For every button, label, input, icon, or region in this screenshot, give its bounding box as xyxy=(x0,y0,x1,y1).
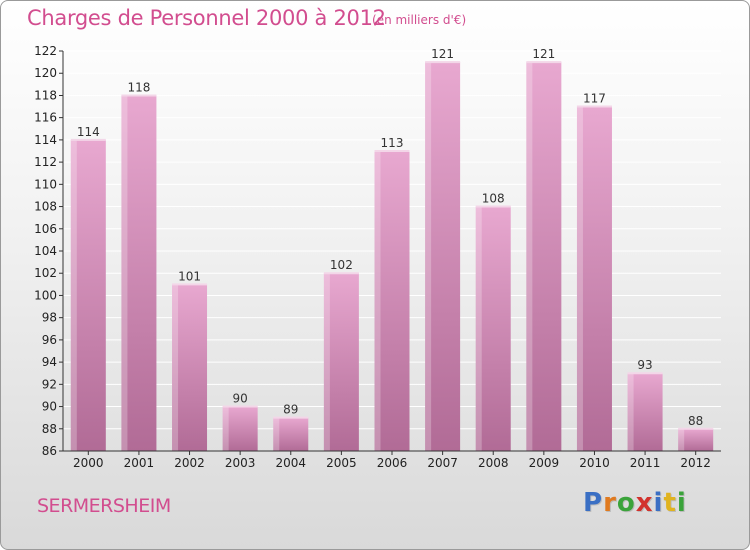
bar-highlight xyxy=(121,95,128,451)
bar-highlight xyxy=(222,406,229,451)
chart-subtitle: (en milliers d'€) xyxy=(372,13,467,27)
y-tick-label: 114 xyxy=(34,133,57,147)
logo-letter: o xyxy=(616,488,636,518)
bar xyxy=(121,95,157,451)
data-label: 118 xyxy=(127,80,150,94)
bar xyxy=(323,273,359,451)
x-tick-label: 2005 xyxy=(326,456,357,470)
data-label: 121 xyxy=(431,47,454,61)
bar-highlight xyxy=(273,417,280,451)
y-tick-label: 102 xyxy=(34,266,57,280)
bar-highlight xyxy=(323,273,330,451)
y-tick-label: 94 xyxy=(42,355,57,369)
y-tick-label: 88 xyxy=(42,422,57,436)
y-tick-label: 92 xyxy=(42,377,57,391)
logo-letter: t xyxy=(663,488,677,518)
y-tick-label: 106 xyxy=(34,222,57,236)
x-tick-label: 2011 xyxy=(630,456,661,470)
x-tick-label: 2000 xyxy=(73,456,104,470)
bar xyxy=(222,406,258,451)
bar-highlight xyxy=(627,373,634,451)
bar xyxy=(526,62,562,451)
logo-letter: x xyxy=(635,488,654,518)
x-tick-label: 2006 xyxy=(377,456,408,470)
bar-highlight xyxy=(475,206,482,451)
data-label: 93 xyxy=(637,358,652,372)
data-label: 88 xyxy=(688,414,703,428)
bar xyxy=(627,373,663,451)
bar xyxy=(678,428,714,451)
y-tick-label: 86 xyxy=(42,444,57,458)
bar-highlight xyxy=(678,428,685,451)
y-tick-label: 108 xyxy=(34,200,57,214)
y-tick-label: 120 xyxy=(34,66,57,80)
data-label: 108 xyxy=(482,192,505,206)
x-tick-label: 2001 xyxy=(124,456,155,470)
bar xyxy=(70,139,106,451)
bar-highlight xyxy=(526,62,533,451)
data-label: 89 xyxy=(283,403,298,417)
data-label: 90 xyxy=(233,392,248,406)
bar xyxy=(374,151,410,451)
bar-highlight xyxy=(576,106,583,452)
bar-highlight xyxy=(172,284,179,451)
bar-highlight xyxy=(70,139,77,451)
x-tick-label: 2009 xyxy=(529,456,560,470)
chart-title: Charges de Personnel 2000 à 2012 xyxy=(27,6,386,30)
x-tick-label: 2008 xyxy=(478,456,509,470)
x-tick-label: 2003 xyxy=(225,456,256,470)
y-tick-label: 118 xyxy=(34,88,57,102)
logo-letter: i xyxy=(676,488,687,518)
bar-highlight xyxy=(425,62,432,451)
y-tick-label: 122 xyxy=(34,44,57,58)
x-tick-label: 2007 xyxy=(427,456,458,470)
x-tick-label: 2010 xyxy=(579,456,610,470)
data-label: 117 xyxy=(583,92,606,106)
logo-letter: r xyxy=(603,488,617,518)
y-tick-label: 98 xyxy=(42,311,57,325)
x-tick-label: 2002 xyxy=(174,456,205,470)
bar-highlight xyxy=(374,151,381,451)
data-label: 121 xyxy=(532,47,555,61)
x-tick-label: 2012 xyxy=(680,456,711,470)
logo-letter: P xyxy=(583,488,604,518)
data-label: 101 xyxy=(178,269,201,283)
y-tick-label: 112 xyxy=(34,155,57,169)
logo-letter: i xyxy=(653,488,664,518)
data-label: 102 xyxy=(330,258,353,272)
y-tick-label: 116 xyxy=(34,111,57,125)
data-label: 113 xyxy=(381,136,404,150)
bar xyxy=(273,417,309,451)
y-tick-label: 100 xyxy=(34,288,57,302)
y-tick-label: 96 xyxy=(42,333,57,347)
proxiti-logo[interactable]: Proxiti xyxy=(583,488,687,518)
commune-name: SERMERSHEIM xyxy=(37,495,171,517)
x-tick-label: 2004 xyxy=(275,456,306,470)
bar xyxy=(576,106,612,452)
bar xyxy=(172,284,208,451)
bar xyxy=(425,62,461,451)
y-tick-label: 104 xyxy=(34,244,57,258)
bar xyxy=(475,206,511,451)
y-tick-label: 110 xyxy=(34,177,57,191)
data-label: 114 xyxy=(77,125,100,139)
y-tick-label: 90 xyxy=(42,400,57,414)
